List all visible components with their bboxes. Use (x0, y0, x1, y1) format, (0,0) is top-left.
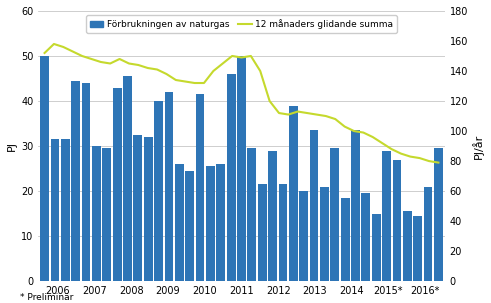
Bar (82, 83, 90, 281)
Bar (320, 187, 329, 281)
Bar (361, 193, 370, 281)
Bar (113, 88, 121, 281)
Text: * Preliminär: * Preliminär (20, 293, 73, 302)
Bar (372, 214, 381, 281)
Bar (134, 135, 142, 281)
Bar (434, 148, 443, 281)
Bar (195, 94, 204, 281)
Y-axis label: PJ/år: PJ/år (472, 133, 484, 159)
Bar (424, 187, 433, 281)
Bar (51, 139, 59, 281)
Bar (185, 171, 194, 281)
Bar (164, 92, 173, 281)
Bar (351, 130, 360, 281)
Bar (299, 191, 308, 281)
Bar (289, 105, 298, 281)
Bar (206, 166, 215, 281)
Bar (341, 198, 350, 281)
Bar (144, 137, 153, 281)
Bar (175, 164, 184, 281)
Y-axis label: PJ: PJ (7, 141, 17, 151)
Bar (92, 146, 101, 281)
Bar (330, 148, 339, 281)
Bar (102, 148, 111, 281)
Bar (310, 130, 319, 281)
Bar (237, 56, 246, 281)
Bar (40, 56, 49, 281)
Bar (258, 184, 267, 281)
Bar (403, 211, 412, 281)
Bar (71, 81, 80, 281)
Bar (217, 164, 225, 281)
Bar (61, 139, 70, 281)
Bar (413, 216, 422, 281)
Bar (154, 101, 163, 281)
Bar (278, 184, 287, 281)
Bar (392, 160, 401, 281)
Bar (247, 148, 256, 281)
Legend: Förbrukningen av naturgas, 12 månaders glidande summa: Förbrukningen av naturgas, 12 månaders g… (86, 15, 397, 32)
Bar (268, 151, 277, 281)
Bar (123, 76, 132, 281)
Bar (382, 151, 391, 281)
Bar (227, 74, 236, 281)
